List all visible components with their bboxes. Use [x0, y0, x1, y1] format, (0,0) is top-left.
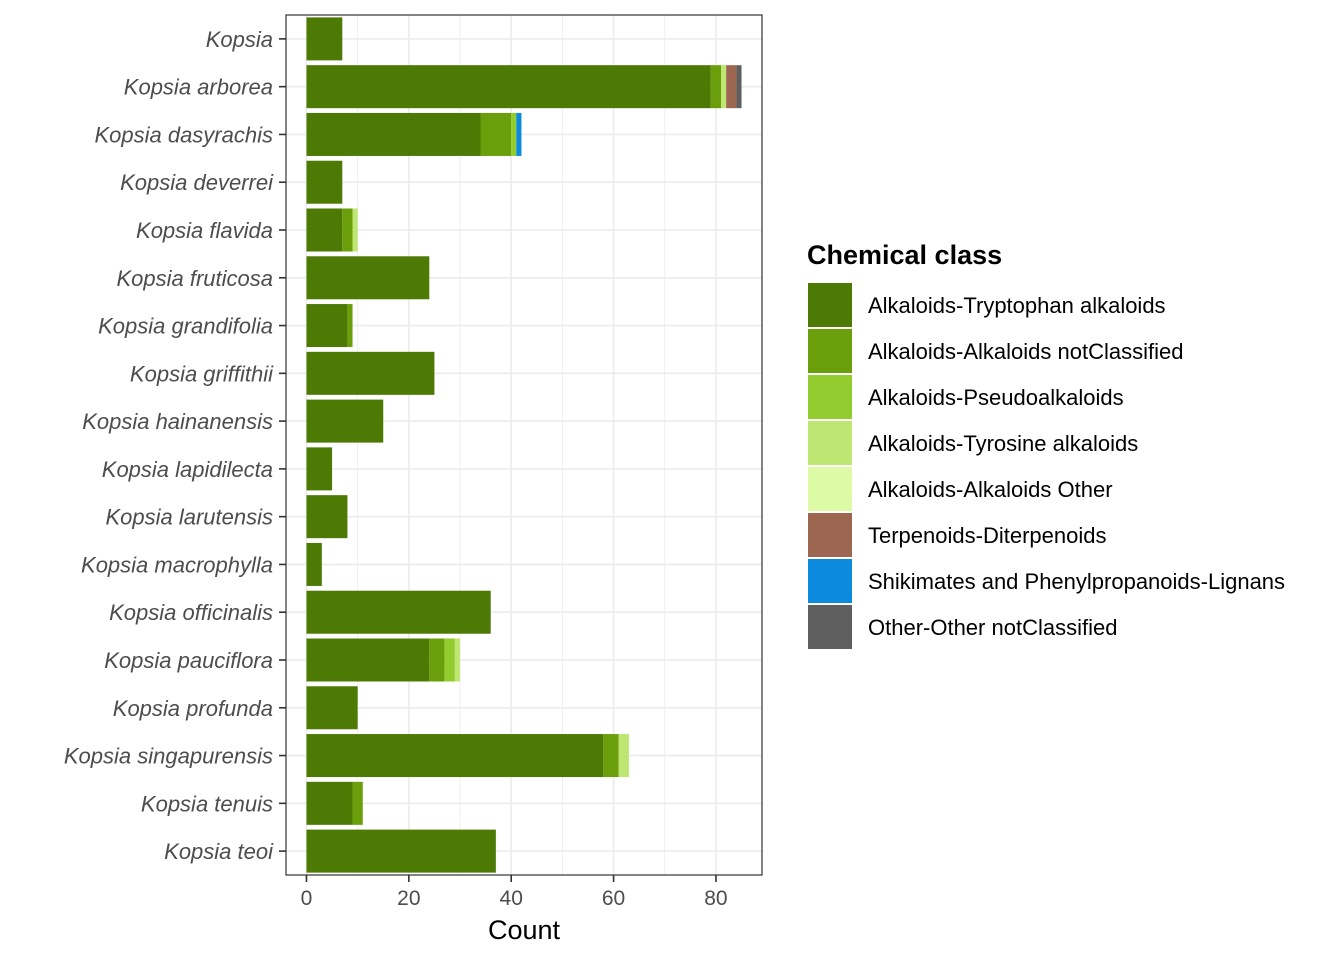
legend-swatch: [808, 283, 852, 327]
x-tick-label: 20: [397, 887, 420, 910]
y-tick-label: Kopsia arborea: [124, 75, 273, 100]
y-tick-label: Kopsia singapurensis: [64, 744, 273, 769]
y-axis: Kopsia Kopsia arborea Kopsia dasyrachis Kop…: [64, 27, 286, 864]
legend-swatch: [808, 421, 852, 465]
bar-segment: [454, 638, 461, 682]
y-tick-label: Kopsia teoi: [164, 839, 274, 864]
y-tick-label: Kopsia: [206, 27, 273, 52]
bar-segment: [306, 256, 430, 300]
bar-segment: [603, 734, 619, 778]
plot-panel-border: [285, 14, 763, 876]
bar-segment: [306, 590, 491, 634]
bar-segment: [480, 112, 512, 156]
legend-label: Alkaloids-Tyrosine alkaloids: [868, 431, 1138, 456]
y-tick-label: Kopsia fruticosa: [116, 266, 273, 291]
legend-swatch: [808, 375, 852, 419]
legend-label: Other-Other notClassified: [868, 615, 1117, 640]
bars: [306, 17, 742, 873]
bar-segment: [306, 447, 333, 491]
x-axis-title: Count: [488, 915, 561, 945]
bar-segment: [726, 65, 737, 109]
bar-segment: [306, 829, 496, 873]
legend-label: Alkaloids-Pseudoalkaloids: [868, 385, 1124, 410]
bar-segment: [352, 781, 363, 825]
bar-segment: [306, 686, 358, 730]
bar-segment: [429, 638, 445, 682]
bar-segment: [306, 112, 481, 156]
y-tick-label: Kopsia profunda: [113, 696, 273, 721]
x-tick-label: 80: [704, 887, 727, 910]
x-tick-label: 40: [500, 887, 523, 910]
legend-swatch: [808, 513, 852, 557]
bar-segment: [306, 304, 348, 348]
bar-segment: [444, 638, 455, 682]
bar-segment: [347, 304, 353, 348]
legend-swatch: [808, 605, 852, 649]
y-tick-label: Kopsia officinalis: [109, 600, 273, 625]
bar-segment: [306, 399, 384, 443]
x-axis: 0 20 40 60 80: [301, 875, 728, 910]
y-tick-label: Kopsia lapidilecta: [102, 457, 273, 482]
bar-segment: [306, 17, 343, 61]
legend-label: Alkaloids-Alkaloids notClassified: [868, 339, 1183, 364]
bar-segment: [306, 781, 353, 825]
y-tick-label: Kopsia macrophylla: [81, 552, 273, 577]
bar-segment: [306, 542, 322, 586]
bar-segment: [306, 160, 343, 204]
x-tick-label: 60: [602, 887, 625, 910]
y-tick-label: Kopsia deverrei: [120, 170, 274, 195]
bar-segment: [306, 638, 430, 682]
bar-segment: [306, 351, 435, 395]
y-tick-label: Kopsia pauciflora: [104, 648, 273, 673]
legend: Chemical class Alkaloids-Tryptophan alka…: [807, 240, 1285, 649]
legend-label: Alkaloids-Alkaloids Other: [868, 477, 1113, 502]
bar-segment: [306, 734, 604, 778]
y-tick-label: Kopsia hainanensis: [82, 409, 273, 434]
y-tick-label: Kopsia flavida: [136, 218, 273, 243]
bar-segment: [342, 208, 353, 252]
legend-label: Terpenoids-Diterpenoids: [868, 523, 1106, 548]
y-tick-label: Kopsia larutensis: [105, 505, 273, 530]
y-tick-label: Kopsia tenuis: [141, 791, 273, 816]
legend-label: Shikimates and Phenylpropanoids-Lignans: [868, 569, 1285, 594]
legend-label: Alkaloids-Tryptophan alkaloids: [868, 293, 1166, 318]
bar-segment: [306, 495, 348, 539]
y-tick-label: Kopsia grandifolia: [98, 314, 273, 339]
legend-swatch: [808, 329, 852, 373]
bar-segment: [511, 112, 517, 156]
bar-segment: [516, 112, 522, 156]
y-tick-label: Kopsia griffithii: [130, 361, 274, 386]
bar-segment: [352, 208, 358, 252]
y-tick-label: Kopsia dasyrachis: [94, 122, 273, 147]
legend-swatch: [808, 467, 852, 511]
bar-segment: [618, 734, 629, 778]
bar-segment: [721, 65, 727, 109]
legend-swatch: [808, 559, 852, 603]
legend-title: Chemical class: [807, 240, 1002, 270]
x-tick-label: 0: [301, 887, 313, 910]
bar-segment: [306, 208, 343, 252]
bar-segment: [306, 65, 711, 109]
bar-segment: [710, 65, 722, 109]
bar-segment: [736, 65, 742, 109]
